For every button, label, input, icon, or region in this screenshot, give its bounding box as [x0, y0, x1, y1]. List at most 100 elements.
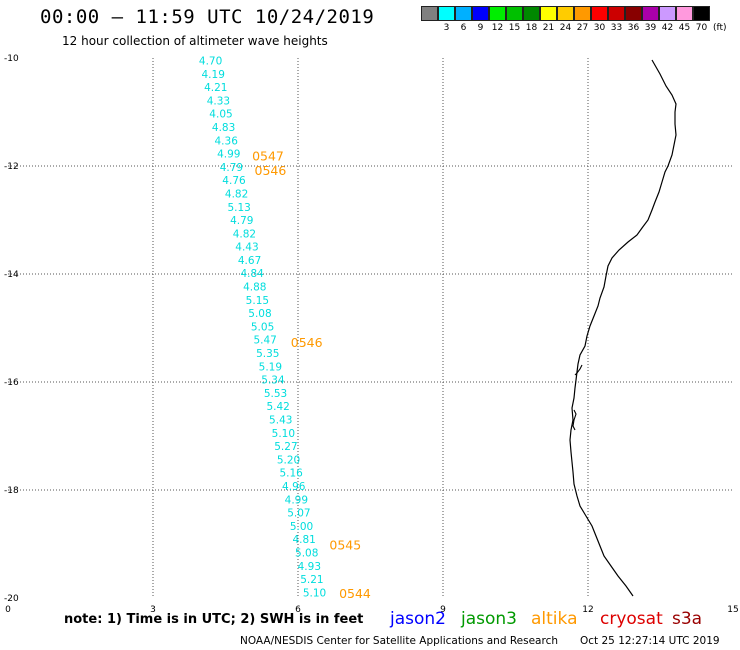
- swh-label: 4.79: [220, 162, 243, 174]
- swh-label: 4.82: [225, 188, 248, 200]
- legend-swatch: [693, 6, 710, 21]
- swh-label: 4.21: [204, 82, 227, 94]
- legend-label: 6: [460, 23, 467, 33]
- page-title: 00:00 – 11:59 UTC 10/24/2019: [40, 6, 375, 28]
- grid-lines: [8, 58, 733, 598]
- swh-label: 5.27: [274, 441, 297, 453]
- x-tick-label: 15: [727, 605, 738, 615]
- legend-swatch: [591, 6, 608, 21]
- legend-swatch: [676, 6, 693, 21]
- swh-label: 5.47: [253, 335, 276, 347]
- swh-label: 5.00: [290, 521, 313, 533]
- legend-swatch: [489, 6, 506, 21]
- legend-label: 15: [508, 23, 521, 33]
- legend-swatch: [642, 6, 659, 21]
- x-tick-label: 9: [440, 605, 446, 615]
- swh-label: 5.21: [300, 574, 323, 586]
- time-label: 0547: [252, 149, 284, 164]
- swh-label: 5.05: [251, 321, 274, 333]
- legend-label: 24: [559, 23, 572, 33]
- sat-label-altika: altika: [531, 609, 578, 629]
- legend-label: 39: [644, 23, 657, 33]
- swh-label: 4.99: [285, 494, 308, 506]
- coastline-upper: [574, 364, 583, 376]
- swh-label: 4.76: [222, 175, 246, 187]
- coastline-inlet: [572, 409, 577, 431]
- swh-label: 4.88: [243, 282, 266, 294]
- time-label: 0545: [329, 537, 361, 552]
- legend-swatch: [472, 6, 489, 21]
- credit-text: NOAA/NESDIS Center for Satellite Applica…: [240, 635, 558, 647]
- swh-label: 5.53: [264, 388, 287, 400]
- swh-label: 5.07: [287, 508, 310, 520]
- swh-label: 4.43: [235, 242, 258, 254]
- swh-label: 5.20: [277, 454, 300, 466]
- y-tick-label: -10: [4, 54, 19, 64]
- legend-swatch: [438, 6, 455, 21]
- legend-swatch: [540, 6, 557, 21]
- sat-label-cryosat: cryosat: [600, 609, 663, 629]
- swh-labels: 4.704.194.214.334.054.834.364.994.794.76…: [199, 55, 326, 599]
- swh-label: 5.08: [295, 547, 318, 559]
- legend-label: 45: [678, 23, 691, 33]
- legend-label: 42: [661, 23, 674, 33]
- y-tick-label: -14: [4, 270, 19, 280]
- sat-label-jason2: jason2: [390, 609, 446, 629]
- legend-label: 30: [593, 23, 606, 33]
- swh-label: 5.10: [303, 587, 326, 599]
- x-tick-label: 3: [150, 605, 156, 615]
- swh-label: 5.10: [272, 428, 295, 440]
- swh-label: 5.16: [279, 468, 303, 480]
- legend-swatch: [574, 6, 591, 21]
- page-subtitle: 12 hour collection of altimeter wave hei…: [62, 34, 328, 48]
- y-tick-label: -16: [4, 378, 19, 388]
- legend-unit: (ft): [713, 23, 727, 33]
- x-tick-label: 6: [295, 605, 301, 615]
- coastline: [569, 59, 677, 597]
- swh-label: 5.43: [269, 415, 292, 427]
- sat-label-jason3: jason3: [461, 609, 517, 629]
- legend-label: 12: [491, 23, 504, 33]
- legend-swatch: [421, 6, 438, 21]
- swh-label: 5.19: [259, 361, 282, 373]
- swh-label: 4.96: [282, 481, 306, 493]
- legend-swatch: [455, 6, 472, 21]
- axis-ticks: 0 3 6 9 12 15 -10 -12 -14 -16 -18 -20: [4, 54, 739, 615]
- legend-swatch: [557, 6, 574, 21]
- y-tick-label: -12: [4, 162, 19, 172]
- legend-label: 3: [443, 23, 450, 33]
- legend-swatch: [506, 6, 523, 21]
- swh-label: 4.84: [240, 268, 264, 280]
- legend-label: 27: [576, 23, 589, 33]
- swh-label: 4.67: [238, 255, 261, 267]
- time-label: 0546: [291, 335, 323, 350]
- legend-swatches: [421, 6, 710, 21]
- legend-swatch: [625, 6, 642, 21]
- swh-label: 4.79: [230, 215, 253, 227]
- swh-label: 5.08: [248, 308, 271, 320]
- swh-label: 4.05: [209, 109, 232, 121]
- legend-labels: 3 6 9 12 15 18 21 24 27 30 33 36 39 42 45 70: [421, 23, 710, 33]
- swh-label: 4.99: [217, 149, 240, 161]
- swh-label: 4.83: [212, 122, 235, 134]
- timestamp-text: Oct 25 12:27:14 UTC 2019: [580, 635, 720, 647]
- legend-swatch: [659, 6, 676, 21]
- x-tick-label: 0: [5, 605, 11, 615]
- swh-label: 4.33: [207, 95, 230, 107]
- sat-label-s3a: s3a: [672, 609, 703, 629]
- legend-label: 33: [610, 23, 623, 33]
- swh-label: 4.70: [199, 55, 222, 67]
- legend-label: 36: [627, 23, 640, 33]
- swh-label: 4.93: [298, 561, 321, 573]
- y-tick-label: -20: [4, 594, 19, 604]
- note-text: note: 1) Time is in UTC; 2) SWH is in fe…: [64, 612, 364, 627]
- time-label: 0546: [255, 163, 287, 178]
- swh-label: 4.36: [215, 135, 239, 147]
- legend-label: 18: [525, 23, 538, 33]
- swh-label: 4.19: [202, 69, 225, 81]
- y-tick-label: -18: [4, 486, 19, 496]
- swh-label: 5.35: [256, 348, 279, 360]
- swh-label: 5.42: [266, 401, 289, 413]
